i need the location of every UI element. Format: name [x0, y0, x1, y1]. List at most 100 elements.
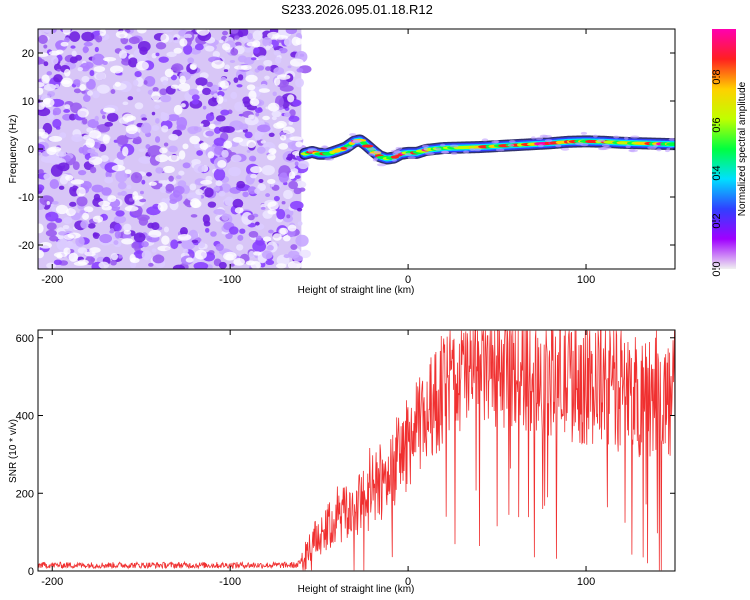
noise-gap — [287, 94, 295, 103]
ridge-sidelobe — [440, 143, 446, 147]
y-tick-label: 600 — [16, 333, 34, 345]
noise-gap — [232, 137, 244, 143]
noise-gap — [217, 160, 227, 168]
noise-blob — [128, 197, 134, 202]
noise-blob — [221, 213, 230, 221]
noise-gap — [159, 147, 168, 154]
noise-blob — [94, 141, 101, 149]
ridge-sidelobe — [425, 152, 435, 156]
noise-blob — [204, 45, 215, 52]
noise-gap — [173, 104, 183, 115]
noise-blob — [110, 260, 117, 266]
noise-gap — [178, 150, 186, 160]
noise-blob — [57, 151, 67, 157]
noise-blob — [172, 264, 185, 269]
noise-blob — [154, 136, 161, 143]
noise-gap — [207, 151, 215, 159]
noise-blob — [283, 37, 293, 47]
noise-gap — [280, 134, 287, 141]
noise-blob — [43, 173, 52, 180]
noise-gap — [196, 29, 210, 36]
noise-blob — [118, 49, 128, 59]
noise-gap — [38, 82, 45, 88]
noise-blob — [191, 239, 199, 243]
noise-blob — [113, 215, 127, 224]
noise-blob — [46, 71, 53, 76]
noise-gap — [222, 43, 231, 51]
noise-gap — [189, 198, 201, 209]
noise-gap — [55, 204, 69, 215]
noise-blob — [170, 74, 178, 81]
noise-blob — [183, 200, 192, 206]
noise-blob — [295, 180, 307, 189]
noise-gap — [182, 143, 189, 150]
noise-blob — [123, 223, 132, 232]
ridge-sidelobe — [625, 145, 631, 149]
noise-blob — [218, 39, 224, 44]
noise-blob — [175, 175, 182, 180]
noise-gap — [157, 201, 168, 212]
ridge-sidelobe — [647, 146, 657, 150]
noise-blob — [51, 206, 57, 213]
noise-blob — [218, 261, 227, 269]
noise-blob — [168, 175, 174, 182]
ridge-sidelobe — [542, 134, 553, 138]
noise-gap — [38, 223, 44, 234]
snr-y-label: SNR (10 * v/v) — [8, 419, 19, 483]
noise-gap — [282, 126, 295, 134]
colorbar-tick-label: 0.4 — [711, 165, 723, 180]
noise-gap — [121, 238, 134, 245]
noise-blob — [299, 249, 311, 259]
noise-blob — [297, 221, 303, 226]
noise-gap — [124, 169, 132, 175]
noise-blob — [250, 173, 257, 179]
ridge-sidelobe — [352, 139, 362, 143]
noise-blob — [283, 112, 291, 118]
noise-blob — [117, 181, 127, 190]
noise-blob — [273, 67, 285, 75]
noise-blob — [292, 99, 302, 107]
noise-blob — [261, 165, 275, 176]
noise-gap — [161, 235, 170, 245]
noise-gap — [262, 115, 270, 121]
noise-blob — [92, 90, 100, 99]
noise-blob — [213, 93, 218, 98]
noise-blob — [230, 154, 242, 163]
noise-blob — [162, 80, 168, 86]
noise-gap — [185, 257, 194, 263]
noise-blob — [237, 29, 249, 38]
noise-gap — [177, 233, 192, 241]
noise-blob — [287, 153, 293, 161]
noise-blob — [188, 88, 199, 96]
noise-gap — [70, 179, 85, 185]
noise-blob — [266, 244, 274, 251]
noise-blob — [236, 244, 244, 251]
noise-gap — [276, 120, 287, 129]
ridge-sidelobe — [555, 144, 562, 148]
noise-gap — [164, 68, 174, 78]
noise-blob — [141, 250, 152, 261]
noise-blob — [295, 77, 304, 88]
noise-blob — [43, 29, 53, 33]
noise-gap — [249, 98, 260, 107]
noise-gap — [148, 230, 162, 238]
noise-gap — [40, 132, 49, 139]
noise-gap — [84, 251, 96, 257]
noise-gap — [295, 141, 303, 148]
noise-gap — [223, 140, 233, 149]
noise-blob — [294, 161, 299, 166]
noise-gap — [162, 165, 175, 174]
ridge-sidelobe — [349, 133, 357, 137]
noise-gap — [248, 90, 257, 101]
noise-gap — [233, 257, 245, 266]
noise-blob — [276, 208, 286, 220]
noise-blob — [206, 81, 213, 88]
noise-blob — [257, 183, 267, 191]
noise-blob — [205, 113, 215, 122]
ridge-sidelobe — [434, 147, 442, 151]
noise-gap — [61, 77, 73, 88]
noise-blob — [115, 170, 128, 183]
noise-gap — [208, 123, 216, 130]
noise-blob — [165, 183, 175, 192]
